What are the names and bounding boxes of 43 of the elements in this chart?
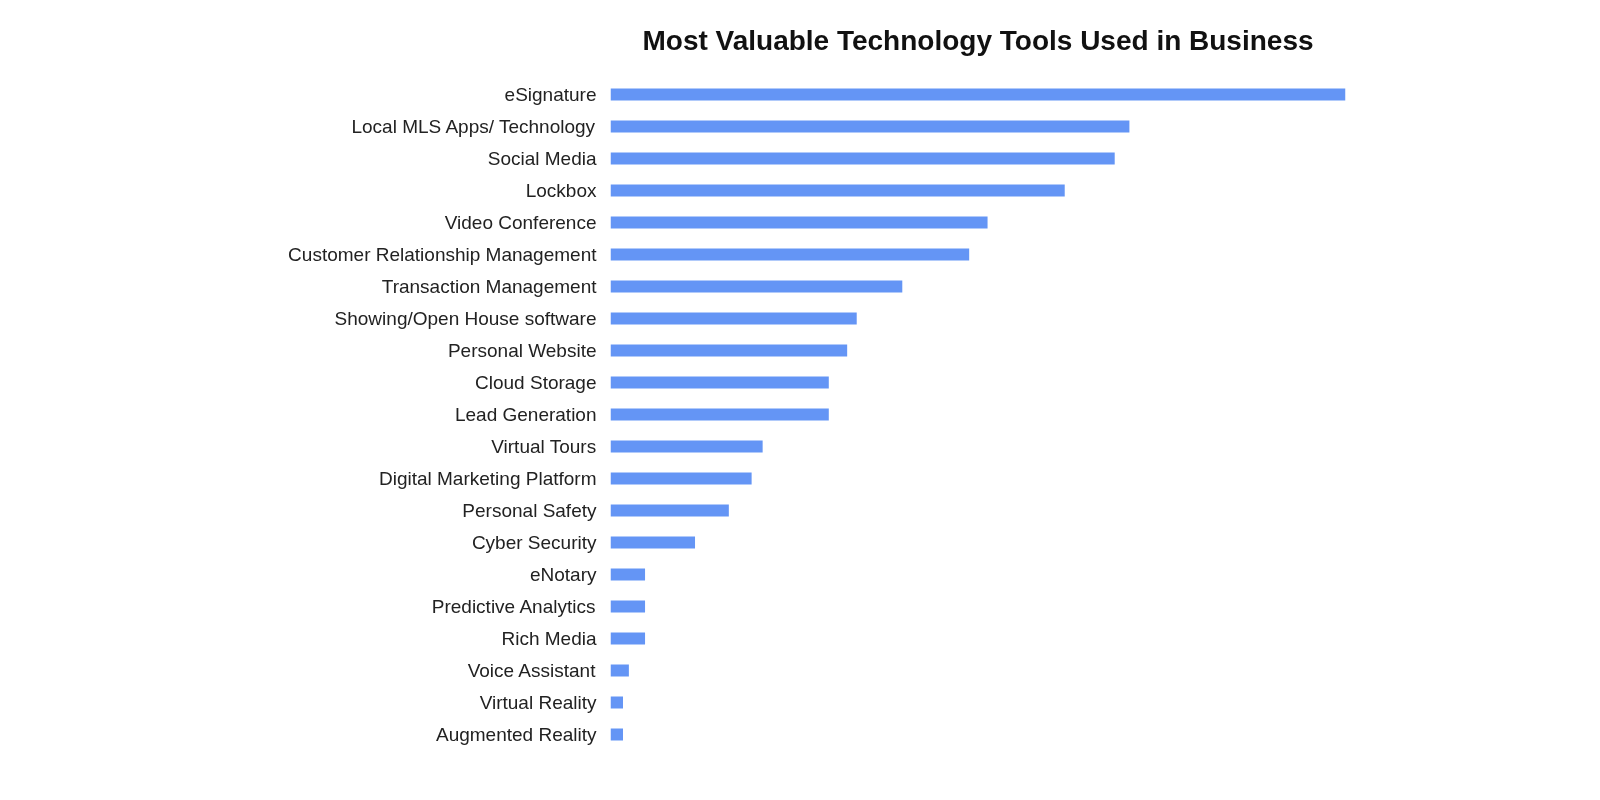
- bar: [610, 88, 1346, 101]
- y-tick-label: Cyber Security: [471, 532, 597, 553]
- bar: [610, 408, 829, 421]
- bar: [610, 504, 729, 517]
- bar: [610, 728, 623, 741]
- y-tick-label: Augmented Reality: [435, 724, 597, 745]
- bar: [610, 280, 903, 293]
- bar: [610, 600, 646, 613]
- chart-title: Most Valuable Technology Tools Used in Business: [642, 25, 1314, 56]
- y-tick-label: Voice Assistant: [467, 660, 597, 681]
- bar: [610, 312, 857, 325]
- bar: [610, 664, 629, 677]
- bar: [610, 536, 696, 549]
- y-tick-label: Predictive Analytics: [431, 596, 596, 617]
- y-tick-label: Digital Marketing Platform: [378, 468, 597, 489]
- y-tick-label: Local MLS Apps/ Technology: [351, 116, 596, 137]
- y-tick-label: Personal Safety: [462, 500, 597, 521]
- y-tick-label: Virtual Tours: [491, 436, 597, 457]
- bar: [610, 344, 848, 357]
- y-tick-label: Social Media: [487, 148, 597, 169]
- y-tick-label: eSignature: [504, 84, 597, 105]
- y-tick-label: Personal Website: [447, 340, 597, 361]
- y-tick-label: Transaction Management: [381, 276, 598, 297]
- y-tick-label: Cloud Storage: [475, 372, 597, 393]
- bar: [610, 120, 1130, 133]
- bar: [610, 696, 623, 709]
- bar: [610, 152, 1115, 165]
- bar: [610, 376, 829, 389]
- y-tick-label: Video Conference: [444, 212, 597, 233]
- bar: [610, 632, 646, 645]
- bar: [610, 184, 1065, 197]
- y-tick-label: Rich Media: [501, 628, 597, 649]
- y-tick-label: Lockbox: [525, 180, 597, 201]
- bar: [610, 248, 970, 261]
- bar: [610, 472, 752, 485]
- bar: [610, 216, 988, 229]
- y-tick-label: Virtual Reality: [479, 692, 597, 713]
- y-tick-label: Lead Generation: [454, 404, 597, 425]
- bar: [610, 568, 646, 581]
- y-tick-label: eNotary: [529, 564, 597, 585]
- y-tick-label: Showing/Open House software: [334, 308, 597, 329]
- bar: [610, 440, 763, 453]
- y-tick-label: Customer Relationship Management: [288, 244, 598, 265]
